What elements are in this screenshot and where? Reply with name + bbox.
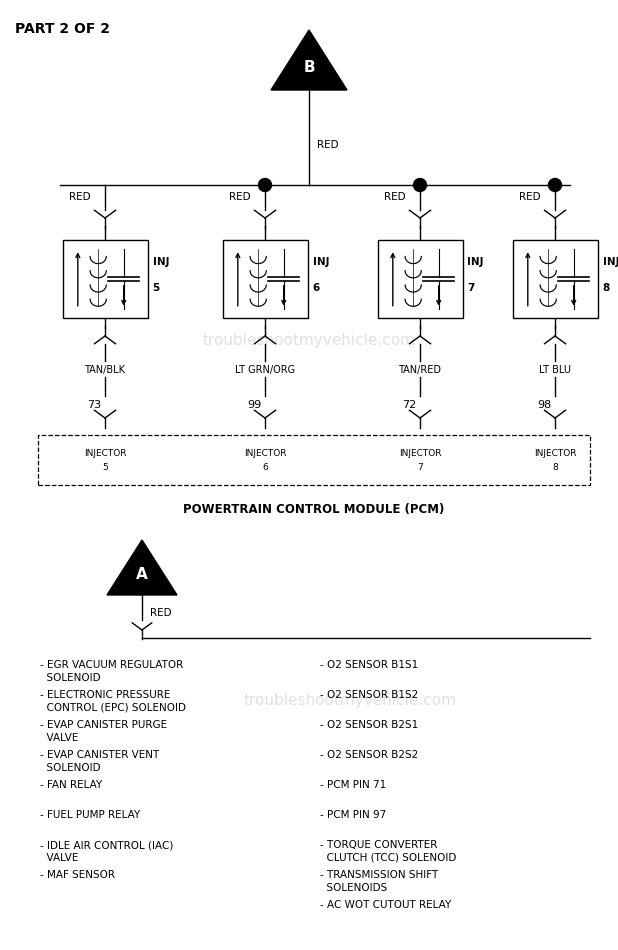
- Text: 6: 6: [313, 283, 320, 294]
- Text: A: A: [136, 566, 148, 581]
- Text: TAN/BLK: TAN/BLK: [85, 365, 125, 375]
- Text: 5: 5: [102, 464, 108, 472]
- Text: - O2 SENSOR B2S1: - O2 SENSOR B2S1: [320, 720, 418, 730]
- Text: - EVAP CANISTER VENT
  SOLENOID: - EVAP CANISTER VENT SOLENOID: [40, 750, 159, 772]
- Text: INJ: INJ: [467, 256, 484, 267]
- Bar: [38, 435, 590, 485]
- Text: - PCM PIN 71: - PCM PIN 71: [320, 780, 386, 790]
- Text: INJECTOR: INJECTOR: [534, 449, 576, 459]
- Polygon shape: [107, 540, 177, 595]
- Text: troubleshootmyvehicle.com: troubleshootmyvehicle.com: [203, 332, 415, 348]
- Text: INJ: INJ: [153, 256, 169, 267]
- Text: RED: RED: [229, 192, 251, 202]
- Text: - EVAP CANISTER PURGE
  VALVE: - EVAP CANISTER PURGE VALVE: [40, 720, 167, 743]
- Text: troubleshootmyvehicle.com: troubleshootmyvehicle.com: [243, 693, 457, 708]
- Bar: [378, 240, 462, 318]
- Text: 7: 7: [467, 283, 475, 294]
- Text: - O2 SENSOR B1S2: - O2 SENSOR B1S2: [320, 690, 418, 700]
- Text: - AC WOT CUTOUT RELAY: - AC WOT CUTOUT RELAY: [320, 900, 451, 910]
- Text: LT GRN/ORG: LT GRN/ORG: [235, 365, 295, 375]
- Text: - O2 SENSOR B2S2: - O2 SENSOR B2S2: [320, 750, 418, 760]
- Text: INJECTOR: INJECTOR: [84, 449, 126, 459]
- Text: POWERTRAIN CONTROL MODULE (PCM): POWERTRAIN CONTROL MODULE (PCM): [184, 503, 445, 516]
- Text: B: B: [303, 60, 315, 75]
- Text: - MAF SENSOR: - MAF SENSOR: [40, 870, 115, 880]
- Text: - PCM PIN 97: - PCM PIN 97: [320, 810, 386, 820]
- Text: RED: RED: [150, 607, 172, 618]
- Text: RED: RED: [384, 192, 405, 202]
- Polygon shape: [271, 30, 347, 90]
- Text: - EGR VACUUM REGULATOR
  SOLENOID: - EGR VACUUM REGULATOR SOLENOID: [40, 660, 184, 683]
- Text: - IDLE AIR CONTROL (IAC)
  VALVE: - IDLE AIR CONTROL (IAC) VALVE: [40, 840, 174, 863]
- Text: - TORQUE CONVERTER
  CLUTCH (TCC) SOLENOID: - TORQUE CONVERTER CLUTCH (TCC) SOLENOID: [320, 840, 456, 863]
- Text: INJECTOR: INJECTOR: [243, 449, 286, 459]
- Text: INJECTOR: INJECTOR: [399, 449, 441, 459]
- Text: RED: RED: [519, 192, 541, 202]
- Text: 8: 8: [552, 464, 558, 472]
- Text: - FUEL PUMP RELAY: - FUEL PUMP RELAY: [40, 810, 140, 820]
- Text: 7: 7: [417, 464, 423, 472]
- Text: 98: 98: [537, 400, 551, 410]
- Text: RED: RED: [69, 192, 91, 202]
- Text: 5: 5: [153, 283, 159, 294]
- Bar: [62, 240, 148, 318]
- Text: 6: 6: [262, 464, 268, 472]
- Bar: [222, 240, 308, 318]
- Text: 8: 8: [603, 283, 610, 294]
- Text: INJ: INJ: [603, 256, 618, 267]
- Text: INJ: INJ: [313, 256, 329, 267]
- Text: - FAN RELAY: - FAN RELAY: [40, 780, 102, 790]
- Text: 73: 73: [87, 400, 101, 410]
- Text: PART 2 OF 2: PART 2 OF 2: [15, 22, 110, 36]
- Text: - TRANSMISSION SHIFT
  SOLENOIDS: - TRANSMISSION SHIFT SOLENOIDS: [320, 870, 438, 893]
- Text: RED: RED: [317, 141, 339, 150]
- Circle shape: [413, 179, 426, 192]
- Text: TAN/RED: TAN/RED: [399, 365, 441, 375]
- Text: 72: 72: [402, 400, 417, 410]
- Bar: [512, 240, 598, 318]
- Text: 99: 99: [247, 400, 261, 410]
- Text: LT BLU: LT BLU: [539, 365, 571, 375]
- Circle shape: [549, 179, 562, 192]
- Text: - ELECTRONIC PRESSURE
  CONTROL (EPC) SOLENOID: - ELECTRONIC PRESSURE CONTROL (EPC) SOLE…: [40, 690, 186, 712]
- Circle shape: [258, 179, 271, 192]
- Text: - O2 SENSOR B1S1: - O2 SENSOR B1S1: [320, 660, 418, 670]
